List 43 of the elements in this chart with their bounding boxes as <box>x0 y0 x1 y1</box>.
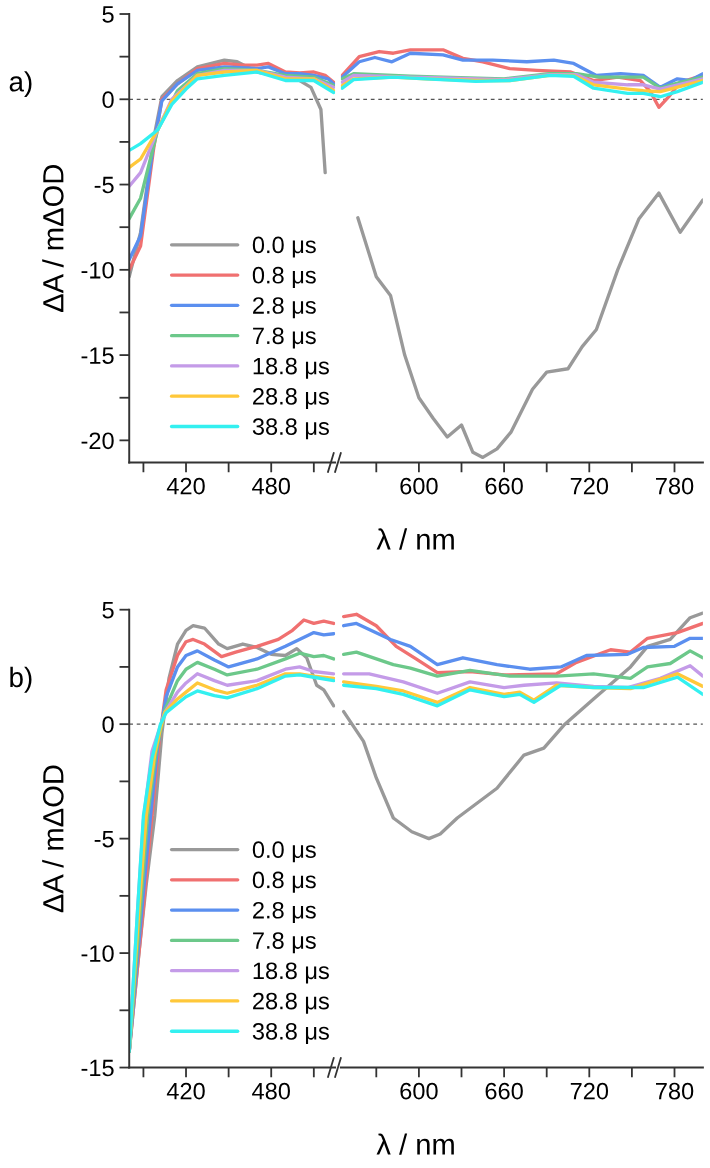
text: b) <box>10 666 32 693</box>
y-tick-label: 0 <box>102 91 114 109</box>
x-axis-title: λ / nm <box>376 1133 454 1155</box>
y-tick-label: -10 <box>81 945 114 962</box>
legend-label: 7.8 μs <box>253 327 316 349</box>
x-tick-label: 480 <box>252 477 290 495</box>
y-tick-label: -5 <box>94 176 114 194</box>
legend-label: 18.8 μs <box>253 357 329 379</box>
y-tick-label: -20 <box>81 432 114 450</box>
x-axis-title: λ / nm <box>376 528 454 550</box>
x-tick-label: 600 <box>400 1082 438 1100</box>
legend-label: 0.8 μs <box>252 871 316 893</box>
y-tick-label: 5 <box>102 6 114 23</box>
x-tick-label: 720 <box>570 1082 609 1100</box>
x-tick-label: 660 <box>485 477 523 495</box>
legend-label: 0.0 μs <box>252 841 316 863</box>
legend-label: 7.8 μs <box>253 932 316 954</box>
y-tick-label: 0 <box>102 716 114 733</box>
legend-label: 0.0 μs <box>252 236 316 258</box>
x-tick-label: 660 <box>485 1082 523 1100</box>
legend-label: 18.8 μs <box>253 962 329 984</box>
x-tick-label: 600 <box>400 477 438 495</box>
legend-label: 2.8 μs <box>253 901 316 923</box>
legend-label: 28.8 μs <box>253 387 329 409</box>
y-tick-label: 5 <box>102 602 114 619</box>
x-tick-label: 720 <box>570 477 609 495</box>
y-tick-label: -5 <box>94 830 114 848</box>
x-tick-label: 420 <box>166 1082 205 1100</box>
legend-label: 28.8 μs <box>253 992 329 1014</box>
legend-label: 38.8 μs <box>252 418 329 440</box>
legend-label: 0.8 μs <box>252 266 316 288</box>
x-tick-label: 420 <box>166 477 205 495</box>
legend-label: 2.8 μs <box>253 297 316 319</box>
y-tick-label: -10 <box>81 261 114 279</box>
text: a) <box>9 71 32 98</box>
y-axis-title: ΔA / mΔOD <box>42 165 64 312</box>
legend-label: 38.8 μs <box>252 1022 329 1044</box>
y-axis-title: ΔA / mΔOD <box>42 765 64 913</box>
x-tick-label: 480 <box>252 1082 290 1100</box>
x-tick-label: 780 <box>656 1082 694 1100</box>
y-tick-label: -15 <box>81 347 114 364</box>
x-tick-label: 780 <box>656 477 694 495</box>
y-tick-label: -15 <box>81 1059 114 1077</box>
